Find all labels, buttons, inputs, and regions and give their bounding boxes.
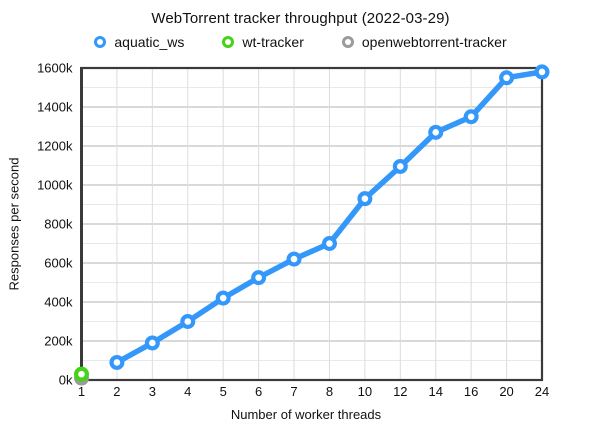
point-aquatic_ws-10	[357, 191, 373, 207]
point-aquatic_ws-3	[144, 335, 160, 351]
chart-title: WebTorrent tracker throughput (2022-03-2…	[151, 10, 450, 27]
point-aquatic_ws-6	[251, 270, 267, 286]
x-axis-title: Number of worker threads	[230, 407, 382, 422]
x-tick-label: 4	[184, 384, 191, 399]
point-aquatic_ws-8	[321, 236, 337, 252]
x-tick-label: 2	[113, 384, 120, 399]
legend-marker-icon	[341, 36, 354, 48]
legend-label: wt-tracker	[242, 34, 304, 50]
y-tick-label: 1200k	[37, 139, 73, 154]
y-axis-title: Responses per second	[6, 157, 22, 291]
y-tick-label: 600k	[44, 256, 73, 271]
y-tick-label: 1400k	[37, 100, 73, 115]
legend-item-wt-tracker: wt-tracker	[222, 34, 304, 50]
legend-item-aquatic_ws: aquatic_ws	[94, 34, 184, 50]
point-wt-tracker-1	[73, 366, 89, 382]
y-tick-label: 800k	[44, 217, 73, 232]
y-tick-label: 400k	[44, 295, 73, 310]
y-tick-label: 200k	[44, 334, 73, 349]
x-tick-label: 6	[255, 384, 262, 399]
legend-label: openwebtorrent-tracker	[361, 34, 507, 50]
legend-item-openwebtorrent-tracker: openwebtorrent-tracker	[341, 34, 507, 50]
x-tick-label: 7	[290, 384, 297, 399]
point-aquatic_ws-5	[215, 290, 231, 306]
x-tick-label: 10	[358, 384, 372, 399]
point-aquatic_ws-2	[109, 354, 125, 370]
x-tick-label: 24	[535, 384, 549, 399]
x-tick-label: 14	[428, 384, 442, 399]
point-aquatic_ws-14	[428, 124, 444, 140]
x-tick-label: 3	[149, 384, 156, 399]
point-aquatic_ws-4	[180, 314, 196, 330]
x-tick-label: 12	[393, 384, 407, 399]
point-aquatic_ws-12	[392, 158, 408, 174]
y-tick-label: 0k	[59, 373, 73, 388]
point-aquatic_ws-16	[463, 109, 479, 125]
point-aquatic_ws-20	[499, 70, 515, 86]
legend-marker-icon	[222, 36, 235, 48]
point-aquatic_ws-7	[286, 251, 302, 267]
y-tick-label: 1000k	[37, 178, 73, 193]
legend: aquatic_ws wt-tracker openwebtorrent-track…	[0, 34, 601, 50]
legend-label: aquatic_ws	[114, 34, 185, 50]
x-tick-label: 20	[499, 384, 513, 399]
x-tick-label: 5	[220, 384, 227, 399]
x-tick-label: 8	[326, 384, 333, 399]
x-tick-label: 1	[78, 384, 85, 399]
y-tick-label: 1600k	[37, 61, 73, 76]
point-aquatic_ws-24	[534, 64, 550, 80]
legend-marker-icon	[94, 36, 107, 48]
x-tick-label: 16	[464, 384, 478, 399]
